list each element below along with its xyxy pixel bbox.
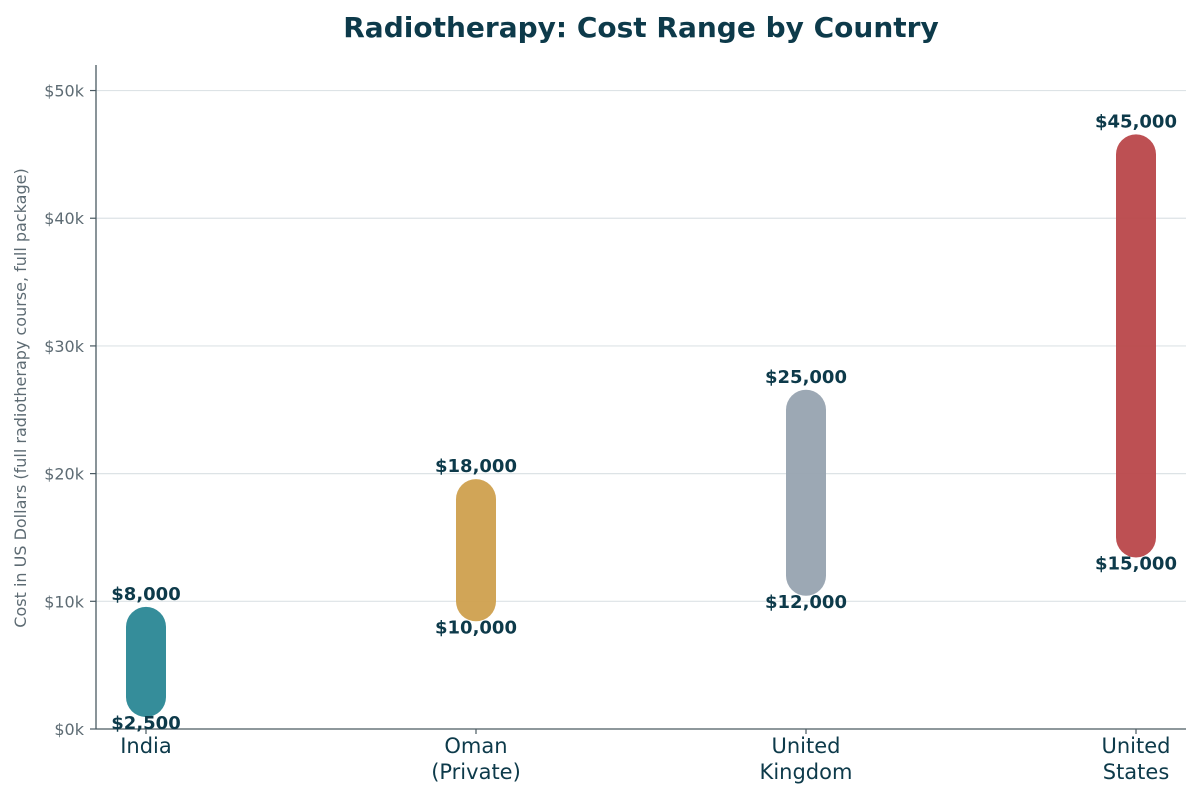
high-value-label: $8,000 [111,584,180,605]
range-bar [1116,134,1156,558]
x-tick-label: India [120,734,172,758]
gridlines [96,89,1186,602]
y-tick-label: $20k [44,465,85,484]
x-tick-label-line: Oman [444,734,507,758]
x-tick-label-line: United [1102,734,1171,758]
y-tick-label: $50k [44,82,85,101]
high-value-label: $25,000 [765,367,847,388]
y-tick-label: $30k [44,337,85,356]
x-tick-label-line: Kingdom [760,760,853,784]
low-value-label: $10,000 [435,617,517,638]
y-axis-label: Cost in US Dollars (full radiotherapy co… [11,168,30,627]
chart-title: Radiotherapy: Cost Range by Country [343,11,938,44]
axes: $0k $10k $20k $30k $40k $50k India Oman (Private… [44,65,1186,784]
x-tick-label-line: (Private) [431,760,521,784]
low-value-label: $12,000 [765,592,847,613]
range-bar [786,389,826,596]
range-bar [126,606,166,718]
y-tick-label: $10k [44,592,85,611]
x-tick-label: Oman (Private) [431,734,521,784]
x-tick-label-line: States [1103,760,1170,784]
low-value-label: $15,000 [1095,553,1177,574]
range-bars [126,134,1156,718]
y-tick-label: $40k [44,209,85,228]
y-tick-label: $0k [54,720,84,739]
high-value-label: $18,000 [435,456,517,477]
x-tick-label-line: India [120,734,172,758]
low-value-label: $2,500 [111,713,180,734]
range-bar [456,479,496,622]
x-tick-label: United States [1102,734,1171,784]
high-value-label: $45,000 [1095,111,1177,132]
x-tick-label: United Kingdom [760,734,853,784]
data-labels: $8,000 $2,500 $18,000 $10,000 $25,000 $12,000… [111,111,1177,734]
x-tick-label-line: United [772,734,841,758]
